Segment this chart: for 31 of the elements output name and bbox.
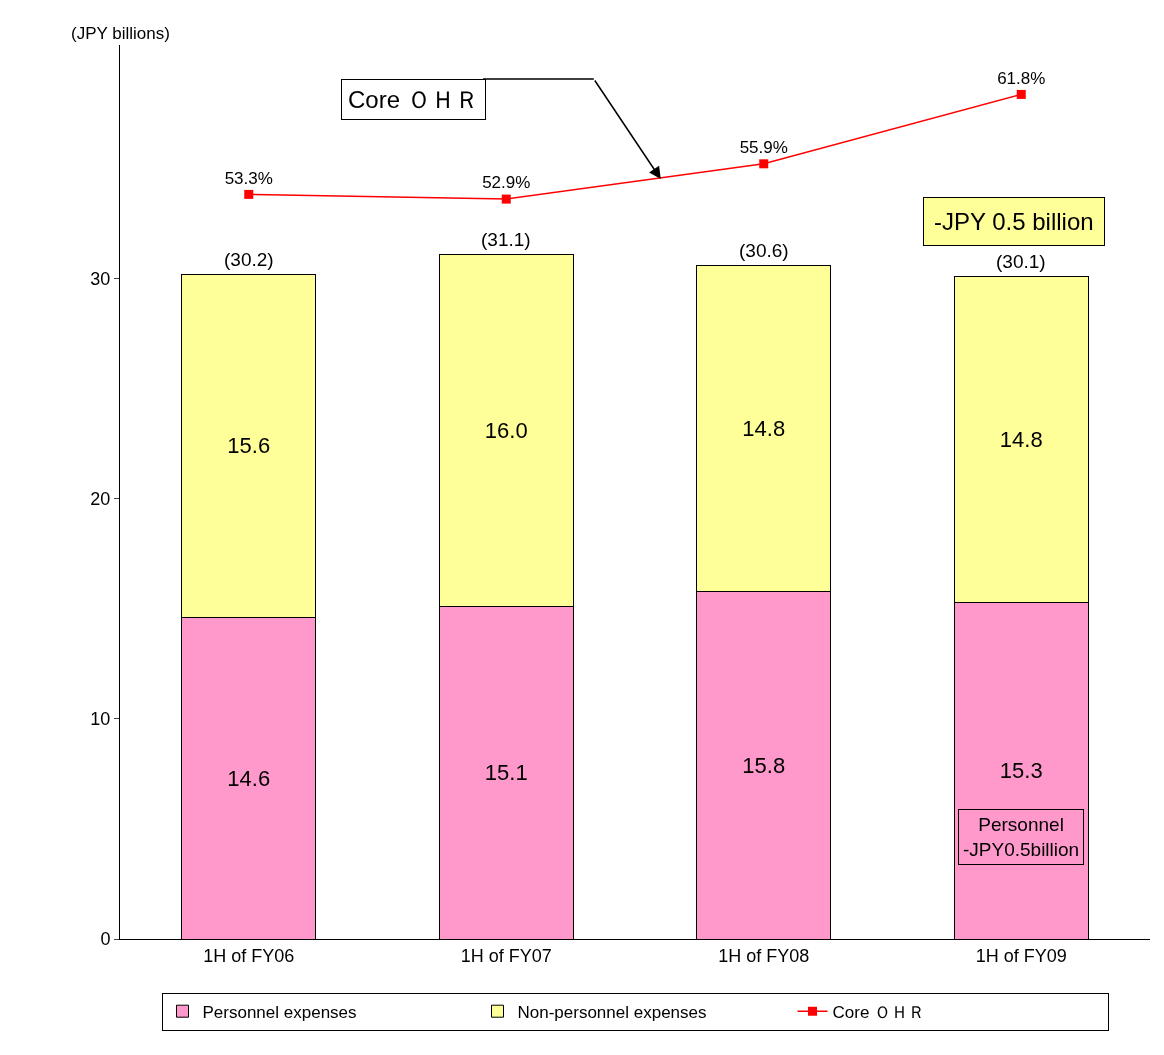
data-label: 15.1 [484, 760, 528, 786]
data-label: 14.6 [227, 765, 271, 791]
x-tick-label: 1H of FY06 [203, 945, 295, 966]
data-label: 15.8 [742, 752, 786, 778]
data-label: 53.3% [224, 168, 273, 188]
annotation: Personnel -JPY0.5billion [963, 814, 1080, 860]
y-tick-label: 30 [90, 268, 111, 289]
annotation: -JPY 0.5 billion [934, 208, 1094, 235]
x-tick-label: 1H of FY09 [975, 945, 1067, 966]
total-label: (31.1) [481, 229, 531, 250]
total-label: (30.2) [224, 249, 274, 270]
data-label: 14.8 [742, 415, 786, 441]
data-label: 15.6 [227, 433, 271, 459]
total-label: (30.1) [996, 251, 1046, 272]
data-label: 61.8% [997, 68, 1046, 88]
y-tick-label: 0 [100, 929, 111, 950]
y-tick-label: 10 [90, 709, 111, 730]
data-label: 15.3 [999, 758, 1043, 784]
annotation: Core ＯＨＲ [348, 86, 479, 113]
x-tick-label: 1H of FY07 [460, 945, 552, 966]
total-label: (30.6) [739, 240, 789, 261]
y-tick-label: 20 [90, 488, 111, 509]
data-label: 52.9% [482, 173, 531, 193]
y-axis-title: (JPY billions) [71, 24, 170, 43]
data-label: 14.8 [999, 426, 1043, 452]
legend-label: Core ＯＨＲ [832, 1002, 926, 1022]
data-label: 55.9% [739, 137, 788, 157]
legend-label: Non-personnel expenses [517, 1002, 707, 1022]
legend-label: Personnel expenses [202, 1002, 357, 1022]
x-tick-label: 1H of FY08 [718, 945, 810, 966]
data-label: 16.0 [484, 417, 528, 443]
